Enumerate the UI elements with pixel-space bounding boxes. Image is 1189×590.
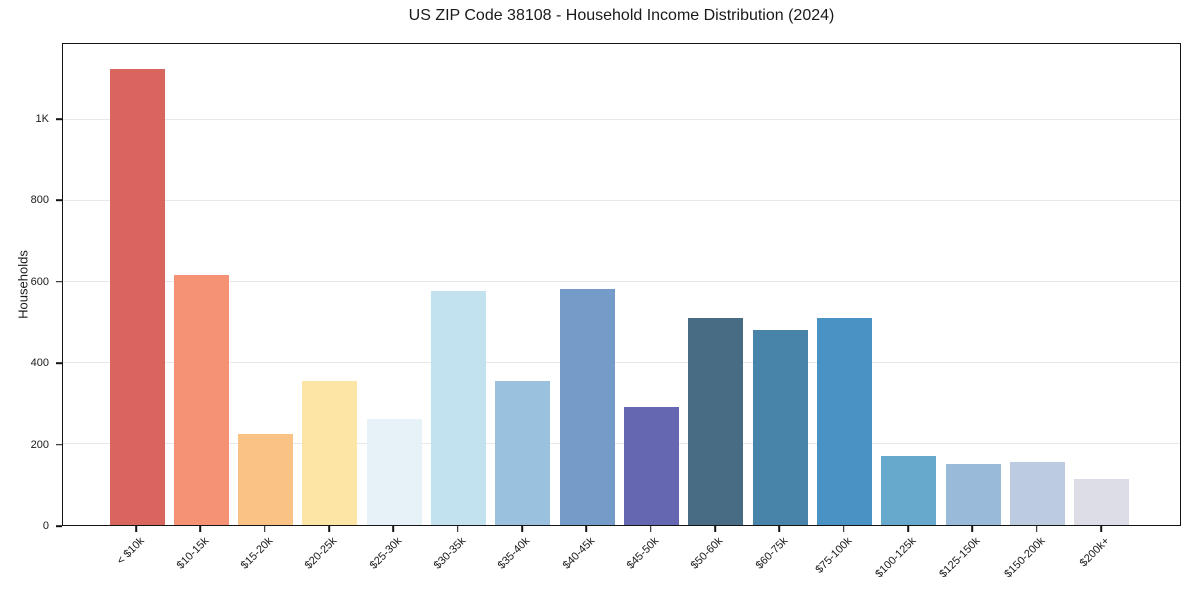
bar-$10-15k [173, 275, 229, 525]
y-tick-mark-800 [56, 199, 62, 202]
y-tick-label-0: 0 [42, 520, 49, 532]
x-tick-mark-$40-45k [585, 526, 588, 532]
bar-$25-30k [366, 419, 422, 525]
bar-$45-50k [624, 406, 680, 525]
y-tick-label-800: 800 [30, 194, 49, 207]
x-tick-mark-$30-35k [456, 526, 459, 532]
bar-$100-125k [881, 456, 937, 525]
gridline-600 [63, 280, 1180, 282]
x-tick-label-$10-15k: $10-15k [174, 535, 211, 572]
bar-$75-100k [817, 318, 873, 525]
bar-$35-40k [495, 380, 551, 525]
bar-$40-45k [559, 289, 615, 525]
y-axis-ticks: 0 200 400 600 800 1K [0, 43, 62, 532]
gridline-200 [63, 442, 1180, 444]
gridline-400 [63, 361, 1180, 363]
x-tick-label-$60-75k: $60-75k [753, 535, 790, 572]
y-tick-mark-1K [56, 118, 62, 120]
bar-$20-25k [302, 380, 358, 525]
x-tick-mark-$100-125k [907, 526, 909, 532]
x-tick-mark-$10-15k [199, 526, 202, 532]
y-tick-mark-400 [56, 362, 62, 365]
x-tick-mark-$200k+ [1100, 526, 1102, 532]
x-tick-label-$35-40k: $35-40k [495, 535, 533, 572]
x-tick-label-$15-20k: $15-20k [238, 535, 276, 572]
x-tick-label-$100-125k: $100-125k [873, 535, 919, 581]
y-tick-label-600: 600 [30, 275, 49, 288]
x-tick-mark-$25-30k [392, 526, 395, 532]
y-tick-label-400: 400 [30, 357, 49, 370]
bar-$50-60k [688, 318, 744, 525]
bar-$125-150k [945, 464, 1001, 525]
x-tick-label-$200k+: $200k+ [1077, 535, 1112, 570]
y-tick-label-1K: 1K [35, 113, 49, 126]
x-tick-label-$25-30k: $25-30k [367, 535, 404, 572]
x-tick-mark-$15-20k [263, 526, 266, 532]
x-tick-label-< $10k: < $10k [114, 535, 147, 568]
bar-$60-75k [752, 330, 808, 525]
y-tick-mark-600 [56, 281, 62, 283]
plot-area [62, 43, 1181, 526]
chart-title: US ZIP Code 38108 - Household Income Dis… [408, 7, 835, 24]
bar-$30-35k [431, 291, 487, 525]
x-tick-mark-$75-100k [842, 526, 845, 532]
x-tick-mark-$125-150k [971, 526, 974, 532]
x-tick-label-$125-150k: $125-150k [937, 535, 983, 581]
x-tick-mark-$60-75k [778, 526, 781, 532]
y-tick-mark-200 [56, 443, 62, 446]
bar-$150-200k [1010, 461, 1066, 525]
x-tick-mark-$45-50k [649, 526, 652, 532]
gridline-1K [63, 118, 1180, 120]
y-tick-mark-0 [56, 525, 62, 527]
x-axis-ticks: < $10k $10-15k $15-20k $20-25k $25-30k $30-35… [62, 526, 1181, 590]
gridline-800 [63, 199, 1180, 201]
x-tick-label-$150-200k: $150-200k [1001, 535, 1048, 581]
bar-$200k+ [1074, 479, 1130, 525]
x-tick-mark-$150-200k [1035, 526, 1038, 532]
x-tick-label-$30-35k: $30-35k [431, 535, 469, 572]
x-tick-mark-< $10k [135, 526, 137, 532]
x-tick-mark-$35-40k [521, 526, 523, 532]
bar-$15-20k [238, 433, 294, 525]
x-tick-mark-$50-60k [714, 526, 716, 532]
y-tick-label-200: 200 [30, 438, 49, 451]
x-tick-label-$75-100k: $75-100k [813, 535, 855, 576]
x-tick-label-$50-60k: $50-60k [688, 535, 726, 572]
x-tick-label-$40-45k: $40-45k [560, 535, 597, 572]
bar-< $10k [109, 68, 165, 525]
x-tick-label-$20-25k: $20-25k [302, 535, 340, 572]
x-tick-mark-$20-25k [328, 526, 330, 532]
x-tick-label-$45-50k: $45-50k [624, 535, 662, 572]
